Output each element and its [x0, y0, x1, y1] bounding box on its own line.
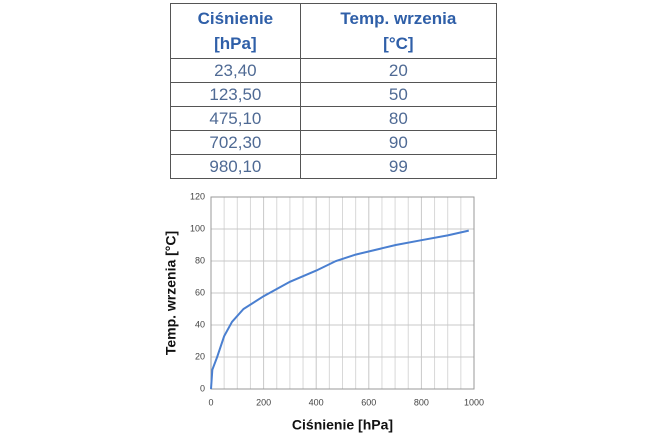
y-tick-label: 20: [195, 351, 205, 361]
x-axis-title: Ciśnienie [hPa]: [292, 417, 393, 433]
plot-frame: [210, 196, 475, 390]
table-row: 980,10 99: [170, 154, 498, 179]
y-tick-label: 0: [200, 383, 205, 393]
table-cell: 475,10: [170, 106, 301, 131]
header-text: [hPa]: [214, 34, 257, 53]
x-tick-label: 0: [208, 397, 213, 407]
table-cell: 23,40: [170, 58, 301, 83]
header-text: [°C]: [383, 34, 414, 53]
y-tick-label: 120: [190, 191, 205, 201]
table-row: 702,30 90: [170, 130, 498, 155]
header-cell: Temp. wrzenia [°C]: [299, 3, 498, 59]
table-cell: 980,10: [170, 154, 301, 179]
y-tick-label: 100: [190, 223, 205, 233]
table-row: 123,50 50: [170, 82, 498, 107]
header-row: Ciśnienie [hPa] Temp. wrzenia [°C]: [170, 3, 498, 59]
table-row: 475,10 80: [170, 106, 498, 131]
table-cell: 702,30: [170, 130, 301, 155]
x-tick-label: 1000: [464, 397, 484, 407]
table-cell: 80: [299, 106, 498, 131]
x-tick-label: 600: [361, 397, 376, 407]
x-tick-label: 400: [309, 397, 324, 407]
y-tick-label: 40: [195, 319, 205, 329]
x-tick-label: 200: [256, 397, 271, 407]
table-cell: 20: [299, 58, 498, 83]
y-tick-label: 80: [195, 255, 205, 265]
header-cell: Ciśnienie [hPa]: [170, 3, 301, 59]
table-cell: 90: [299, 130, 498, 155]
data-table: Ciśnienie [hPa] Temp. wrzenia [°C] 23,40 20 12…: [170, 3, 498, 179]
y-axis-title: Temp. wrzenia [°C]: [163, 231, 179, 355]
header-text: Temp. wrzenia: [340, 9, 457, 28]
table-cell: 123,50: [170, 82, 301, 107]
y-tick-label: 60: [195, 287, 205, 297]
x-tick-label: 800: [414, 397, 429, 407]
table-row: 23,40 20: [170, 58, 498, 83]
table-cell: 50: [299, 82, 498, 107]
table-cell: 99: [299, 154, 498, 179]
line-series: [210, 229, 469, 390]
header-text: Ciśnienie: [197, 9, 274, 28]
chart: 0 20 40 60 80 100 120 0 200 400 600 800 1000 Ciśnieni…: [163, 191, 484, 433]
